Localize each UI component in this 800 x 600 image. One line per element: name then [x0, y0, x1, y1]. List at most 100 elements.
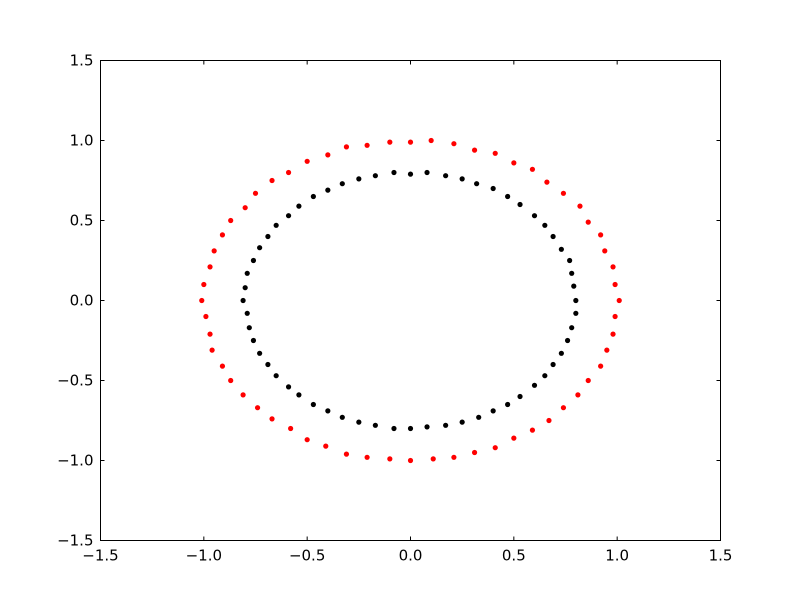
- data-point-series-0: [471, 449, 478, 456]
- x-tick-label: 1.5: [709, 547, 733, 565]
- data-point-series-0: [585, 219, 591, 225]
- data-point-series-0: [511, 435, 517, 441]
- data-point-series-0: [199, 297, 205, 304]
- data-point-series-1: [265, 233, 271, 240]
- data-point-series-1: [285, 384, 292, 390]
- data-point-series-0: [529, 166, 536, 172]
- data-point-series-0: [228, 217, 234, 224]
- data-point-series-0: [209, 347, 215, 353]
- data-point-series-0: [604, 347, 610, 353]
- data-point-series-0: [201, 281, 207, 288]
- data-point-series-0: [343, 451, 350, 457]
- data-point-series-1: [573, 310, 579, 316]
- data-point-series-1: [459, 419, 465, 425]
- data-point-series-1: [244, 310, 250, 316]
- data-point-series-1: [244, 270, 250, 276]
- data-point-series-0: [219, 232, 226, 238]
- y-tick-label: 0.0: [70, 292, 94, 310]
- data-point-series-1: [542, 222, 548, 228]
- data-point-series-0: [242, 205, 248, 211]
- data-point-series-1: [490, 185, 496, 192]
- data-point-series-1: [356, 419, 362, 425]
- x-tick-label: −0.5: [289, 547, 325, 565]
- data-point-series-0: [407, 457, 414, 464]
- data-point-series-1: [474, 181, 480, 187]
- data-point-series-0: [451, 454, 457, 460]
- data-point-series-0: [269, 177, 275, 184]
- data-point-series-1: [569, 325, 575, 331]
- x-tick-label: 1.0: [605, 547, 629, 565]
- data-point-series-1: [372, 422, 378, 428]
- data-point-series-1: [424, 424, 430, 430]
- data-point-series-0: [304, 437, 310, 443]
- data-point-series-1: [250, 337, 257, 344]
- data-point-series-1: [531, 213, 538, 219]
- y-tick-label: −1.0: [57, 452, 93, 470]
- data-point-series-1: [339, 181, 345, 187]
- data-point-series-1: [257, 350, 263, 356]
- data-point-series-1: [296, 392, 302, 398]
- data-point-series-1: [246, 325, 252, 331]
- data-point-series-0: [407, 139, 414, 145]
- data-point-series-0: [577, 203, 583, 209]
- data-point-series-1: [310, 401, 316, 408]
- data-point-series-1: [325, 408, 331, 414]
- ticks: −1.5 −1.0 −0.5 0.0 0.5 1.0 1.5 −1.5 −1.0 −0.5 0.0 0…: [57, 52, 732, 565]
- data-point-series-0: [269, 416, 275, 422]
- y-tick-label: −0.5: [57, 372, 93, 390]
- data-point-series-1: [517, 201, 523, 208]
- data-point-series-0: [240, 392, 246, 398]
- data-point-series-0: [612, 313, 618, 320]
- data-point-series-0: [285, 169, 292, 176]
- data-point-series-0: [211, 248, 217, 254]
- data-point-series-1: [407, 425, 414, 432]
- data-point-series-1: [569, 270, 575, 276]
- data-point-series-1: [567, 257, 573, 264]
- points: [199, 137, 622, 464]
- data-point-series-0: [492, 150, 498, 156]
- data-point-series-1: [573, 297, 579, 304]
- data-point-series-1: [250, 257, 257, 264]
- data-point-series-0: [610, 331, 616, 337]
- y-tick-label: 1.5: [70, 52, 94, 70]
- plot-frame: [100, 60, 721, 541]
- data-point-series-1: [558, 350, 564, 356]
- data-point-series-0: [560, 405, 567, 411]
- data-point-series-1: [273, 373, 279, 379]
- data-point-series-0: [304, 158, 310, 164]
- data-point-series-1: [273, 222, 279, 228]
- data-point-series-1: [285, 213, 292, 219]
- y-tick-label: 1.0: [70, 132, 94, 150]
- data-point-series-1: [296, 203, 302, 209]
- data-point-series-1: [558, 246, 564, 252]
- data-point-series-0: [252, 190, 259, 196]
- data-point-series-0: [207, 264, 213, 270]
- x-tick-label: −1.5: [82, 547, 118, 565]
- data-point-series-0: [511, 160, 517, 166]
- data-point-series-0: [492, 445, 498, 451]
- data-point-series-1: [571, 283, 577, 289]
- data-point-series-1: [490, 408, 496, 414]
- y-tick-label: −1.5: [57, 532, 93, 550]
- data-point-series-1: [391, 169, 397, 176]
- data-point-series-0: [430, 456, 436, 462]
- data-point-series-0: [325, 152, 331, 158]
- data-point-series-0: [602, 248, 608, 254]
- data-point-series-1: [265, 361, 271, 368]
- y-tick-label: 0.5: [70, 212, 94, 230]
- data-point-series-0: [343, 144, 350, 150]
- data-point-series-1: [505, 193, 511, 200]
- data-point-series-1: [531, 382, 538, 388]
- data-point-series-1: [505, 401, 511, 408]
- data-point-series-0: [616, 297, 622, 304]
- x-tick-label: −1.0: [186, 547, 222, 565]
- data-point-series-0: [254, 405, 261, 411]
- data-point-series-1: [407, 171, 414, 177]
- data-point-series-0: [529, 427, 536, 433]
- data-point-series-1: [310, 193, 316, 200]
- data-point-series-0: [598, 363, 604, 369]
- data-point-series-0: [203, 313, 209, 320]
- data-point-series-1: [257, 245, 263, 251]
- data-point-series-0: [288, 425, 294, 432]
